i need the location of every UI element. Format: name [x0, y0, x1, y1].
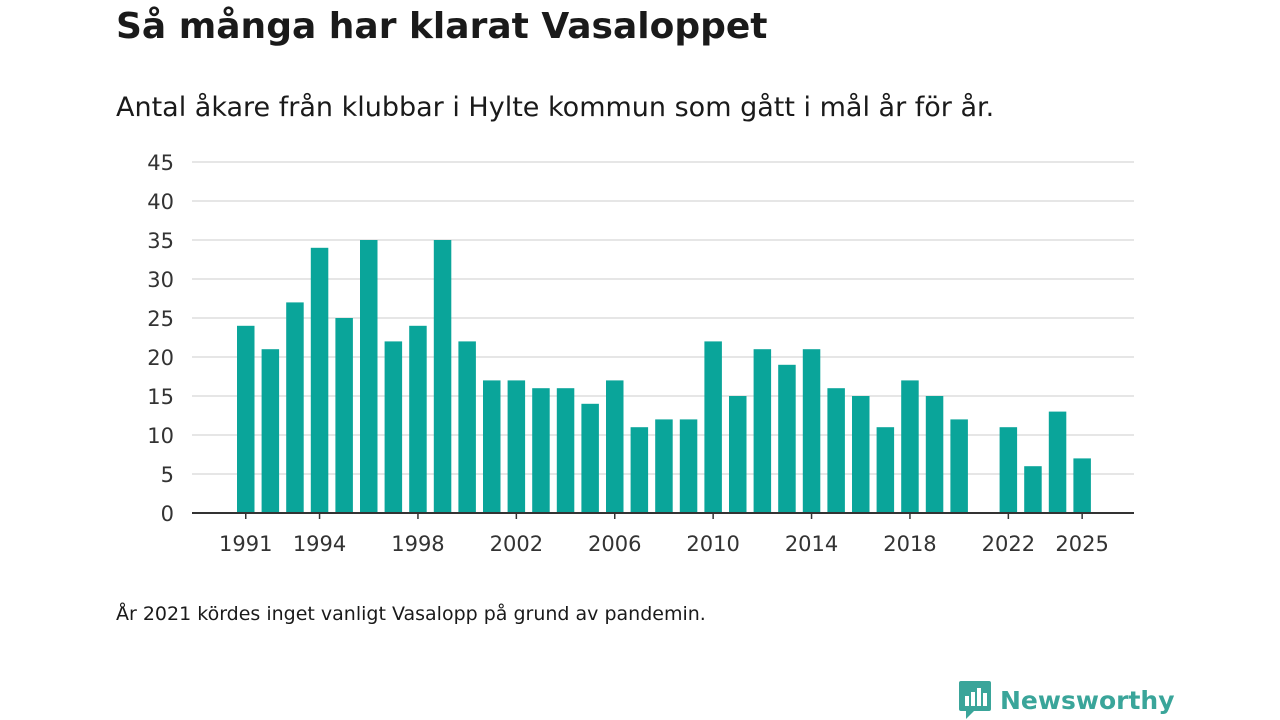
y-tick-label: 10 [147, 424, 174, 448]
bar-2014 [802, 349, 821, 513]
x-tick-label: 2022 [982, 532, 1035, 556]
x-tick-label: 2002 [490, 532, 543, 556]
y-tick-label: 35 [147, 229, 174, 253]
y-tick-label: 25 [147, 307, 174, 331]
bars [237, 240, 1091, 514]
bar-2015 [827, 388, 845, 513]
bar-2005 [581, 403, 599, 513]
bar-1994 [310, 247, 329, 514]
bar-1995 [335, 318, 353, 513]
y-tick-label: 30 [147, 268, 174, 292]
bar-2010 [704, 341, 722, 513]
x-tick-label: 2018 [883, 532, 936, 556]
bar-2004 [556, 388, 575, 513]
bar-2003 [532, 388, 550, 513]
bar-2011 [729, 396, 747, 513]
y-tick-label: 40 [147, 190, 174, 214]
x-tick-label: 2025 [1055, 532, 1108, 556]
y-tick-label: 15 [147, 385, 174, 409]
x-tick-label: 1998 [391, 532, 444, 556]
y-tick-label: 45 [147, 151, 174, 175]
bar-2001 [483, 380, 501, 513]
x-tick-label: 1994 [293, 532, 346, 556]
bar-2012 [753, 349, 772, 513]
newsworthy-logo: Newsworthy [958, 680, 1175, 720]
bar-2008 [655, 419, 673, 513]
bar-chart-icon [959, 681, 991, 719]
bar-2023 [1024, 466, 1042, 513]
x-tick-label: 1991 [219, 532, 272, 556]
x-tick-label: 2006 [588, 532, 641, 556]
bar-1997 [384, 341, 403, 513]
bar-2022 [999, 427, 1018, 513]
bar-2013 [778, 364, 796, 513]
chart-title: Så många har klarat Vasaloppet [116, 6, 768, 47]
bar-1999 [433, 240, 452, 513]
x-tick-label: 2010 [686, 532, 739, 556]
x-tick-label: 2014 [785, 532, 838, 556]
bar-2009 [679, 419, 698, 513]
bar-2025 [1073, 458, 1091, 513]
bar-2018 [901, 380, 919, 513]
chart-subtitle: Antal åkare från klubbar i Hylte kommun … [116, 92, 995, 123]
bar-2002 [507, 380, 526, 513]
y-tick-label: 20 [147, 346, 174, 370]
y-tick-label: 0 [161, 502, 174, 526]
footnote: År 2021 kördes inget vanligt Vasalopp på… [116, 603, 706, 625]
bar-1993 [286, 302, 304, 513]
bar-1991 [237, 325, 255, 513]
y-tick-label: 5 [161, 463, 174, 487]
bar-2019 [925, 396, 944, 513]
bar-2007 [630, 427, 649, 513]
bar-1998 [409, 325, 427, 513]
bar-2017 [876, 427, 895, 513]
bar-2000 [458, 341, 476, 513]
bar-2006 [606, 380, 624, 513]
bar-1992 [261, 349, 280, 513]
bar-2024 [1048, 411, 1067, 513]
brand-name: Newsworthy [1000, 685, 1175, 715]
bar-2016 [852, 396, 870, 513]
bar-2020 [950, 419, 968, 513]
bar-1996 [360, 240, 378, 513]
